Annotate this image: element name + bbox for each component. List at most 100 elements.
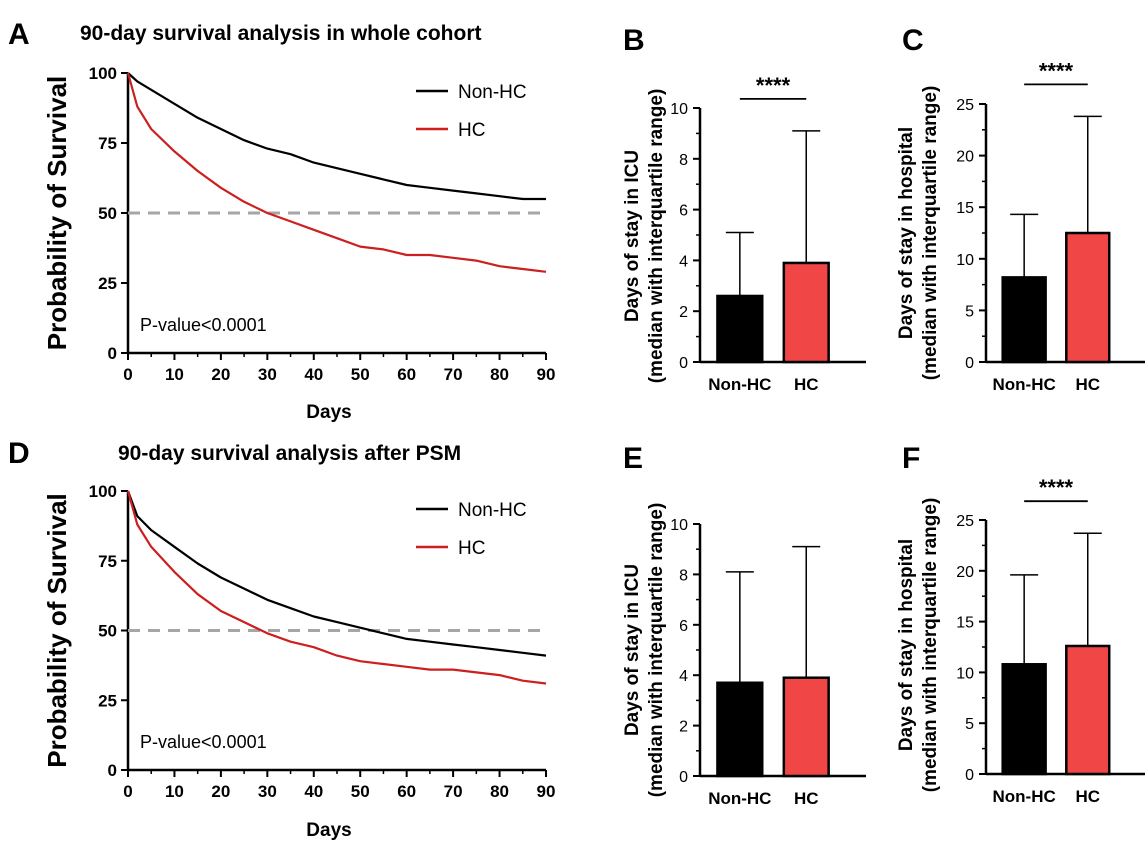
p-value-annotation: P-value<0.0001: [140, 315, 267, 335]
x-tick-label: HC: [1075, 375, 1100, 394]
panel-letter: E: [623, 442, 643, 475]
x-tick-label: 80: [490, 782, 509, 801]
bar-hc: [782, 676, 830, 778]
x-tick-label: HC: [794, 789, 819, 808]
y-axis-label: Probability of Survival: [42, 76, 72, 351]
bar-hc: [1065, 231, 1111, 364]
y-axis-label: Days of stay in hospital (median with int…: [896, 498, 941, 793]
y-tick-label: 6: [679, 203, 688, 220]
y-axis-label-line: (median with interquartile range): [920, 498, 941, 793]
x-tick-label: 40: [304, 365, 323, 384]
x-tick-label: 20: [211, 365, 230, 384]
x-tick-label: 90: [537, 365, 556, 384]
y-tick-label: 0: [108, 344, 117, 363]
significance-label: ****: [756, 73, 791, 98]
chart-title: 90-day survival analysis after PSM: [118, 442, 461, 465]
x-tick-label: 60: [397, 365, 416, 384]
y-tick-label: 8: [679, 567, 688, 584]
legend-label: Non-HC: [458, 500, 527, 521]
y-tick-label: 8: [679, 152, 688, 169]
y-tick-label: 20: [956, 564, 974, 581]
panel-letter: B: [623, 24, 645, 57]
y-tick-label: 5: [965, 303, 974, 320]
x-tick-label: 50: [351, 365, 370, 384]
x-tick-label: Non-HC: [708, 375, 771, 394]
y-axis-label-line: (median with interquartile range): [646, 503, 667, 798]
y-axis-label-line: Days of stay in ICU: [622, 564, 643, 736]
significance-label: ****: [1039, 58, 1074, 83]
panel-b: B 0 2 4 6 8 10 Days of stay in ICU (median with …: [622, 24, 866, 394]
y-tick-label: 50: [98, 204, 117, 223]
y-axis-label-line: (median with interquartile range): [920, 86, 941, 381]
y-axis-label-line: Days of stay in ICU: [622, 150, 643, 322]
x-tick-label: 20: [211, 782, 230, 801]
x-tick-label: HC: [794, 375, 819, 394]
x-tick-label: 30: [258, 782, 277, 801]
y-tick-label: 25: [956, 97, 974, 114]
y-tick-label: 10: [670, 517, 688, 534]
y-axis-label-line: Days of stay in hospital: [896, 539, 917, 751]
y-tick-label: 2: [679, 719, 688, 736]
x-tick-label: 40: [304, 782, 323, 801]
panel-a: A 90-day survival analysis in whole cohor…: [8, 18, 555, 423]
y-tick-label: 5: [965, 716, 974, 733]
x-tick-label: 50: [351, 782, 370, 801]
y-axis-label-line: Days of stay in hospital: [896, 127, 917, 339]
y-tick-label: 25: [98, 691, 117, 710]
panel-letter: A: [8, 18, 30, 51]
bar-hc: [782, 261, 830, 364]
bar-non-hc: [716, 294, 764, 364]
y-tick-label: 4: [679, 253, 688, 270]
x-tick-label: Non-HC: [993, 375, 1056, 394]
significance-label: ****: [1039, 475, 1074, 500]
series-line-non-hc: [127, 72, 546, 201]
y-tick-label: 10: [670, 101, 688, 118]
y-tick-label: 2: [679, 304, 688, 321]
y-tick-label: 10: [956, 665, 974, 682]
y-tick-label: 25: [98, 274, 117, 293]
p-value-annotation: P-value<0.0001: [140, 732, 267, 752]
x-tick-label: 10: [165, 782, 184, 801]
y-tick-label: 15: [956, 615, 974, 632]
y-tick-label: 0: [679, 355, 688, 372]
x-tick-label: 0: [123, 782, 132, 801]
x-axis-label: Days: [306, 820, 351, 841]
y-tick-label: 50: [98, 622, 117, 641]
x-tick-label: 0: [123, 365, 132, 384]
bar-non-hc: [1001, 663, 1047, 776]
y-tick-label: 25: [956, 513, 974, 530]
x-tick-label: 30: [258, 365, 277, 384]
y-tick-label: 0: [965, 767, 974, 784]
panel-f: F 0 5 10 15 20 25 Days of stay in hospital (medi…: [896, 442, 1145, 806]
y-axis-label-line: (median with interquartile range): [646, 89, 667, 384]
y-tick-label: 75: [98, 552, 117, 571]
x-tick-label: 80: [490, 365, 509, 384]
y-tick-label: 15: [956, 200, 974, 217]
bar-non-hc: [1001, 276, 1047, 364]
series-line-hc: [126, 490, 547, 685]
y-tick-label: 20: [956, 149, 974, 166]
y-tick-label: 100: [89, 64, 117, 83]
bar-hc: [1065, 644, 1111, 776]
panel-d: D 90-day survival analysis after PSM 0 25 50…: [8, 437, 555, 841]
x-tick-label: 10: [165, 365, 184, 384]
y-axis-label: Days of stay in ICU (median with interqua…: [622, 503, 667, 798]
x-tick-label: Non-HC: [708, 789, 771, 808]
chart-title: 90-day survival analysis in whole cohort: [80, 22, 481, 45]
legend-label: HC: [458, 120, 485, 141]
y-tick-label: 0: [679, 769, 688, 786]
bar-non-hc: [716, 681, 764, 778]
y-tick-label: 6: [679, 618, 688, 635]
panel-c: C 0 5 10 15 20 25 Days of stay in hospital (medi…: [896, 24, 1145, 394]
y-axis-label: Days of stay in hospital (median with int…: [896, 86, 941, 381]
x-tick-label: 70: [444, 365, 463, 384]
series-line-non-hc: [126, 490, 547, 657]
y-tick-label: 4: [679, 668, 688, 685]
x-tick-label: Non-HC: [993, 787, 1056, 806]
x-tick-label: 70: [444, 782, 463, 801]
series-line-hc: [126, 72, 547, 273]
x-tick-label: HC: [1075, 787, 1100, 806]
panel-letter: F: [902, 442, 920, 475]
